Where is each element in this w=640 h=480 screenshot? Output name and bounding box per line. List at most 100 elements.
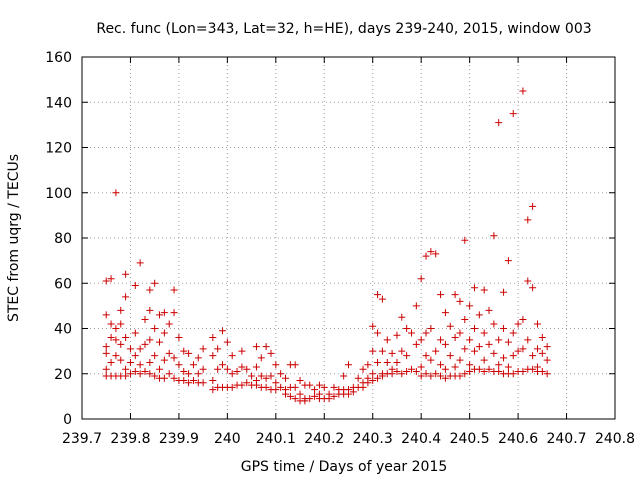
data-point bbox=[432, 347, 440, 355]
data-point bbox=[151, 372, 159, 380]
data-point bbox=[170, 286, 178, 294]
data-point bbox=[262, 383, 270, 391]
data-point bbox=[451, 291, 459, 299]
data-point bbox=[170, 354, 178, 362]
data-point bbox=[330, 383, 338, 391]
data-point bbox=[524, 336, 532, 344]
data-point bbox=[296, 390, 304, 398]
data-point bbox=[136, 345, 144, 353]
x-tick-label: 240.7 bbox=[546, 431, 586, 447]
data-point bbox=[369, 347, 377, 355]
data-point bbox=[437, 361, 445, 369]
y-tick-label: 160 bbox=[45, 50, 72, 66]
data-point bbox=[529, 352, 537, 360]
data-point bbox=[122, 365, 130, 373]
y-tick-label: 40 bbox=[54, 322, 72, 338]
data-point bbox=[141, 340, 149, 348]
data-point bbox=[533, 345, 541, 353]
data-point bbox=[509, 352, 517, 360]
x-tick-label: 240.3 bbox=[353, 431, 393, 447]
data-point bbox=[374, 358, 382, 366]
data-point bbox=[102, 349, 110, 357]
data-point bbox=[345, 361, 352, 369]
x-tick-label: 239.7 bbox=[62, 431, 102, 447]
data-point bbox=[301, 397, 309, 405]
data-point bbox=[529, 365, 537, 373]
data-point bbox=[146, 370, 154, 378]
data-point bbox=[412, 340, 420, 348]
data-point bbox=[485, 365, 493, 373]
data-point bbox=[485, 340, 493, 348]
data-point bbox=[262, 343, 270, 351]
data-point bbox=[422, 252, 430, 260]
data-point bbox=[257, 354, 265, 362]
data-point bbox=[311, 386, 319, 394]
data-point bbox=[388, 370, 396, 378]
data-point bbox=[480, 356, 488, 364]
data-point bbox=[146, 286, 154, 294]
data-point bbox=[107, 334, 115, 342]
data-point bbox=[538, 334, 546, 342]
data-point bbox=[480, 329, 488, 337]
data-point bbox=[199, 365, 207, 373]
data-point bbox=[214, 365, 222, 373]
data-point bbox=[272, 379, 280, 387]
data-point bbox=[257, 372, 265, 380]
data-point bbox=[504, 257, 512, 265]
data-point bbox=[238, 347, 246, 355]
data-point bbox=[282, 390, 290, 398]
data-point bbox=[422, 370, 430, 378]
data-point bbox=[296, 377, 304, 385]
data-point bbox=[306, 395, 314, 403]
y-tick-label: 60 bbox=[54, 276, 72, 292]
data-point bbox=[543, 370, 551, 378]
data-point bbox=[412, 302, 420, 310]
data-point bbox=[112, 189, 120, 197]
data-point bbox=[228, 352, 236, 360]
data-points bbox=[102, 87, 551, 405]
data-point bbox=[495, 336, 503, 344]
data-point bbox=[146, 336, 154, 344]
data-point bbox=[117, 356, 125, 364]
data-point bbox=[223, 338, 231, 346]
data-point bbox=[170, 309, 178, 317]
data-point bbox=[141, 315, 149, 323]
data-point bbox=[398, 347, 406, 355]
data-point bbox=[437, 336, 445, 344]
data-point bbox=[427, 356, 435, 364]
data-point bbox=[475, 311, 483, 319]
data-point bbox=[437, 291, 445, 299]
data-point bbox=[383, 336, 391, 344]
data-point bbox=[185, 379, 193, 387]
data-point bbox=[194, 370, 202, 378]
data-point bbox=[490, 232, 498, 240]
data-point bbox=[122, 270, 130, 278]
data-point bbox=[524, 216, 532, 224]
data-point bbox=[165, 320, 173, 328]
data-point bbox=[417, 336, 425, 344]
data-point bbox=[533, 320, 541, 328]
data-point bbox=[475, 343, 483, 351]
data-point bbox=[248, 372, 256, 380]
data-point bbox=[475, 365, 483, 373]
data-point bbox=[514, 320, 522, 328]
data-point bbox=[180, 377, 188, 385]
data-point bbox=[466, 367, 474, 375]
data-point bbox=[446, 322, 454, 330]
data-point bbox=[495, 119, 503, 127]
data-point bbox=[451, 363, 459, 371]
data-point bbox=[529, 284, 537, 292]
data-point bbox=[500, 354, 508, 362]
y-tick-label: 140 bbox=[45, 95, 72, 111]
data-point bbox=[146, 306, 154, 314]
data-point bbox=[209, 386, 217, 394]
data-point bbox=[383, 358, 391, 366]
x-tick-label: 239.9 bbox=[159, 431, 199, 447]
data-point bbox=[262, 374, 270, 382]
axis-ticks: 239.7 239.8 239.9 240 240.1 240.2 240.3 240.4 24… bbox=[45, 50, 635, 447]
data-point bbox=[519, 345, 527, 353]
data-point bbox=[214, 345, 222, 353]
data-point bbox=[403, 352, 411, 360]
data-point bbox=[340, 372, 348, 380]
